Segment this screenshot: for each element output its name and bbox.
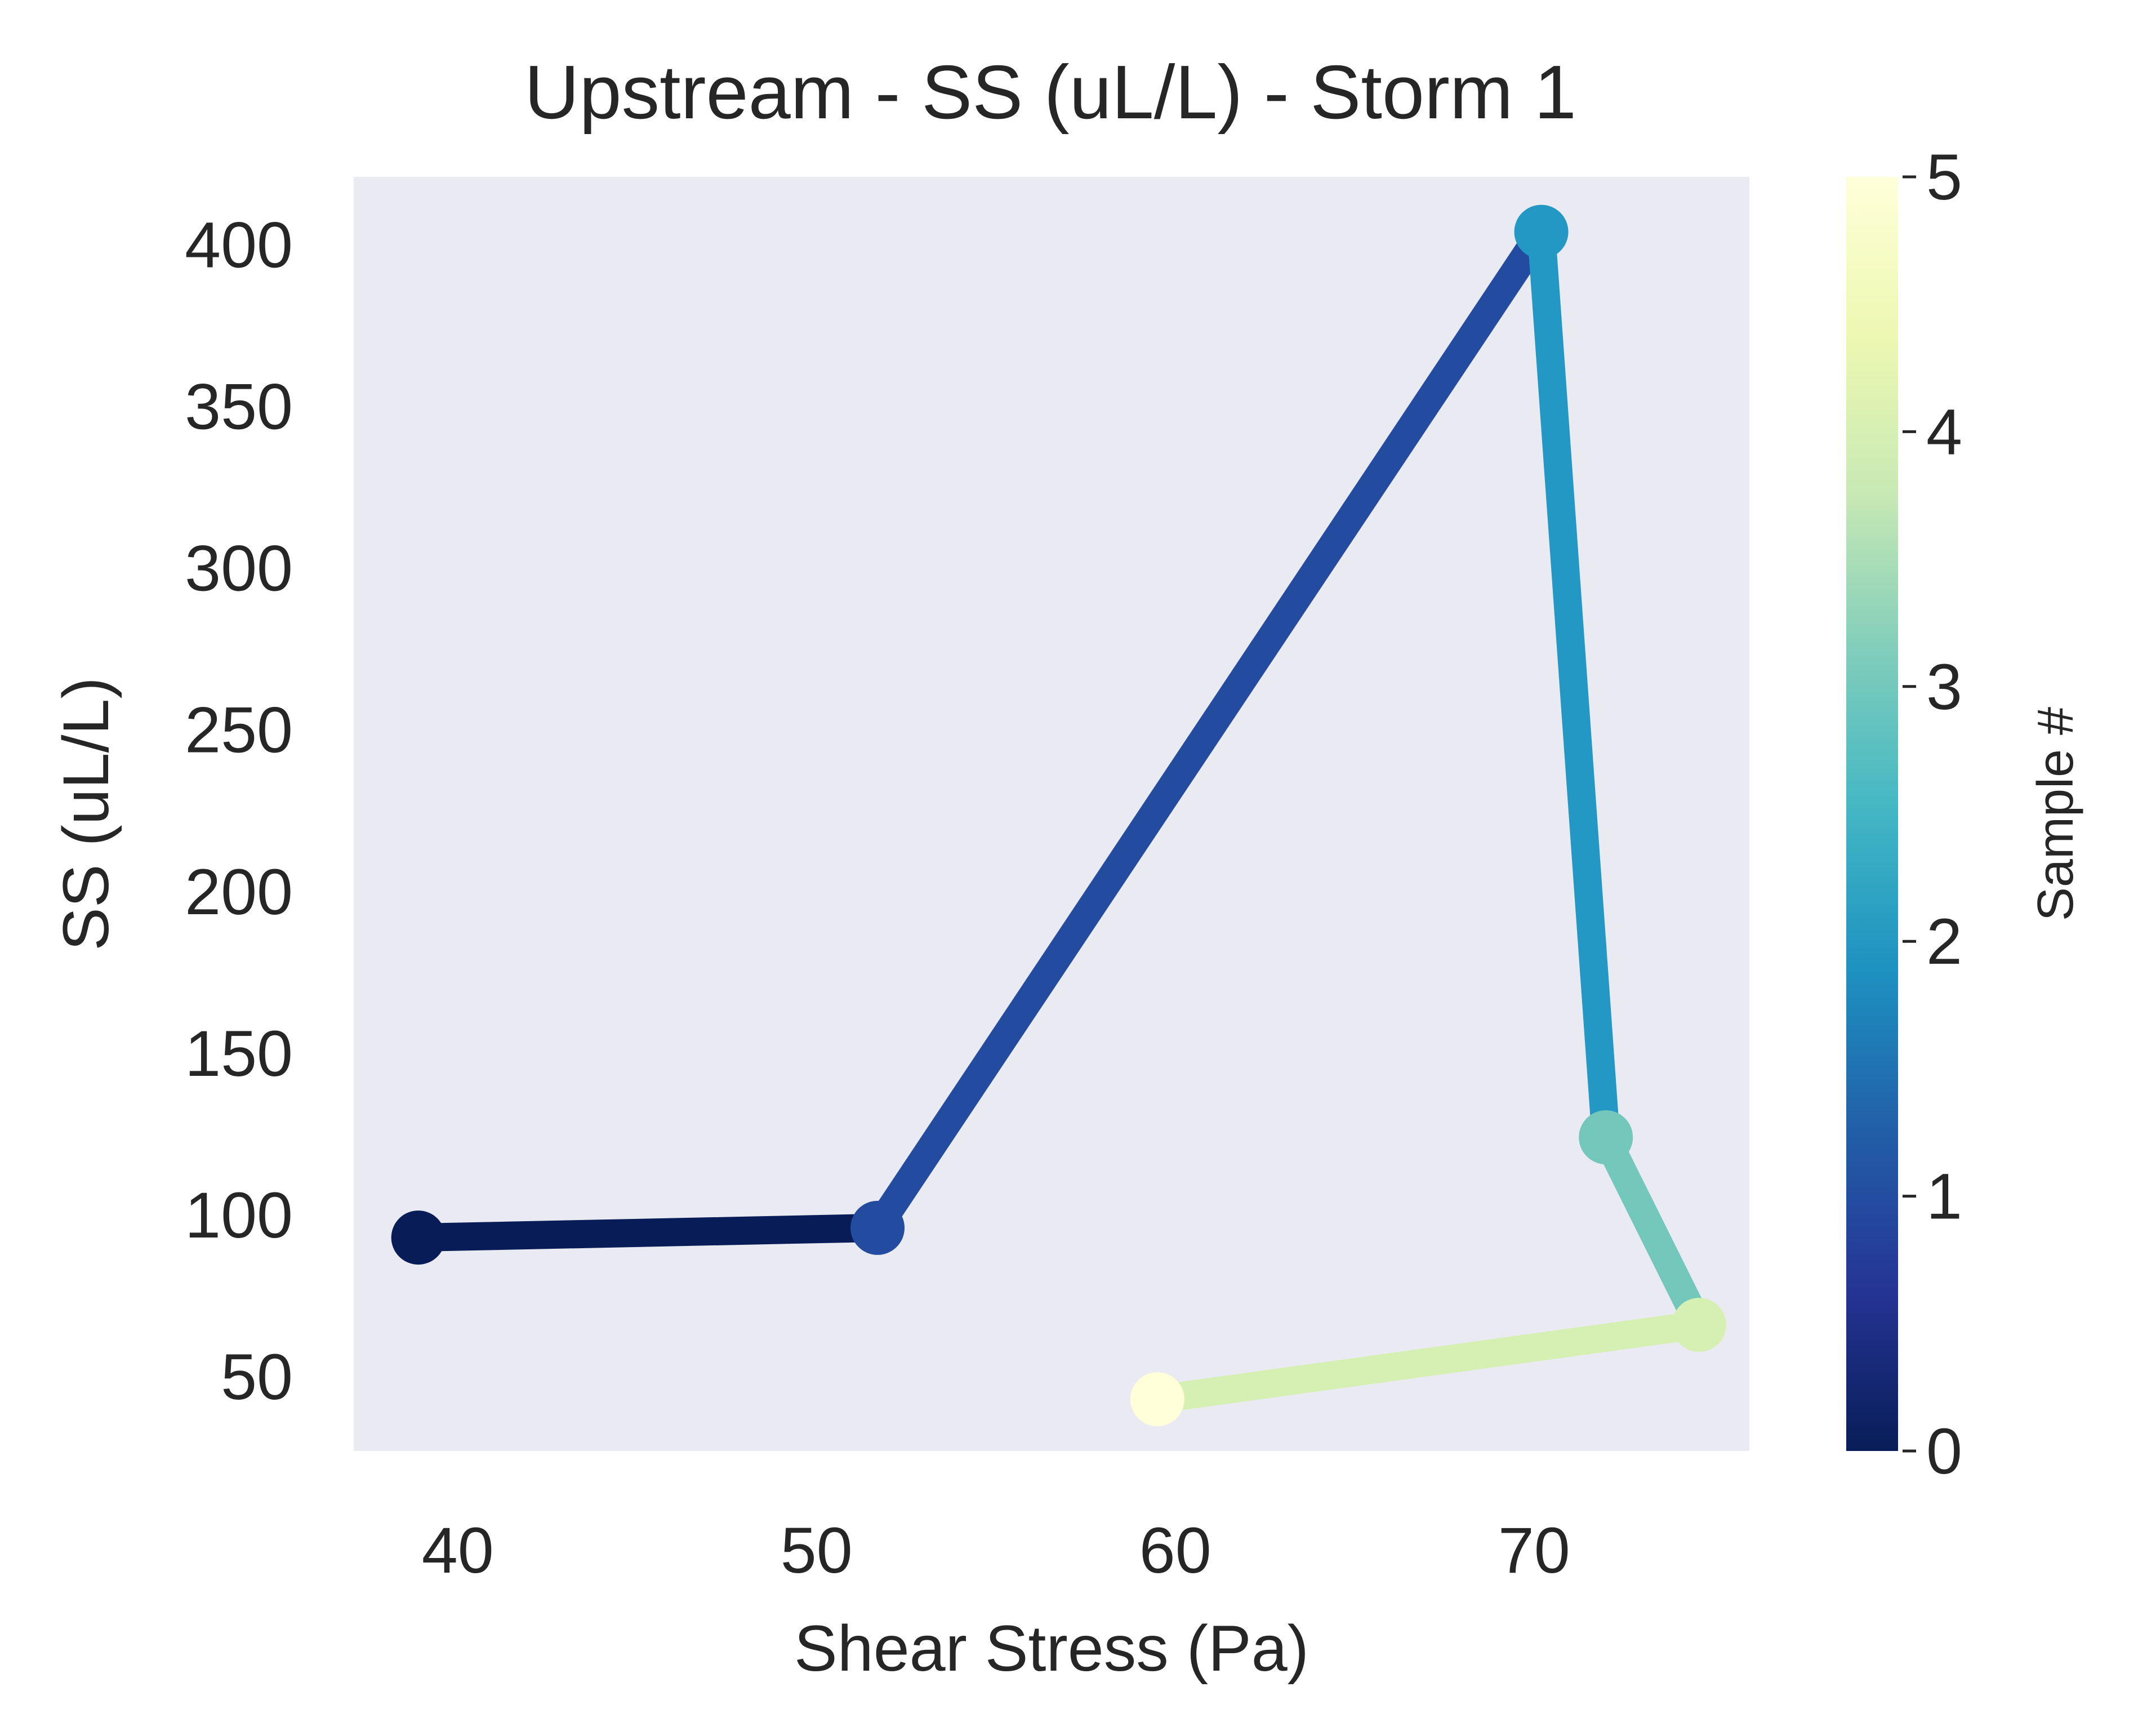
colorbar-tick-label: 2 (1926, 906, 1962, 978)
y-tick-label: 100 (185, 1179, 293, 1252)
data-point (391, 1210, 446, 1265)
colorbar-tick-label: 4 (1926, 396, 1962, 468)
y-tick-label: 250 (185, 695, 293, 767)
data-point (850, 1200, 905, 1255)
x-tick-label: 70 (1498, 1515, 1570, 1587)
y-tick-label: 300 (185, 533, 293, 605)
y-tick-label: 350 (185, 371, 293, 443)
data-markers (391, 204, 1726, 1427)
x-tick-label: 50 (781, 1515, 853, 1587)
y-axis-ticks: 50 100 150 200 250 300 350 400 (185, 210, 293, 1413)
line-segments (418, 224, 1712, 1413)
line-segment (1527, 230, 1620, 1138)
data-point (1672, 1298, 1726, 1352)
chart-title: Upstream - SS (uL/L) - Storm 1 (524, 50, 1576, 135)
data-point (1579, 1110, 1633, 1165)
y-tick-label: 200 (185, 856, 293, 928)
colorbar-tick-label: 3 (1926, 651, 1962, 723)
colorbar (1846, 177, 1898, 1451)
line-segment (866, 224, 1553, 1236)
x-tick-label: 60 (1139, 1515, 1211, 1587)
colorbar-tick-label: 1 (1926, 1161, 1962, 1233)
line-segment (1593, 1130, 1712, 1332)
data-point (1514, 204, 1569, 259)
colorbar-tick-label: 5 (1926, 141, 1962, 213)
x-axis-ticks: 40 50 60 70 (422, 1515, 1570, 1587)
colorbar-tick-label: 0 (1926, 1415, 1962, 1488)
x-tick-label: 40 (422, 1515, 494, 1587)
y-axis-label: SS (uL/L) (50, 677, 122, 951)
colorbar-label: Sample # (2028, 707, 2084, 921)
data-point (1130, 1372, 1184, 1427)
line-segment (1155, 1311, 1702, 1413)
y-tick-label: 150 (185, 1018, 293, 1090)
y-tick-label: 50 (221, 1341, 293, 1413)
line-segment (418, 1213, 878, 1252)
y-tick-label: 400 (185, 210, 293, 282)
colorbar-ticks: 0 1 2 3 4 5 (1903, 141, 1962, 1488)
x-axis-label: Shear Stress (Pa) (794, 1613, 1309, 1685)
